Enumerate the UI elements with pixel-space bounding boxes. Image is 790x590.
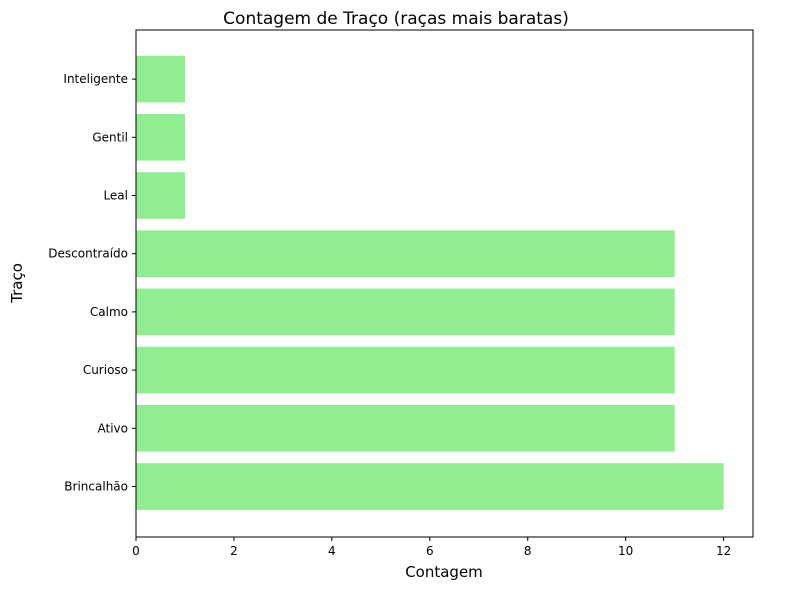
y-tick-label: Calmo: [90, 305, 128, 319]
x-tick-label: 12: [716, 544, 731, 558]
bar-3: [136, 288, 675, 336]
x-tick-label: 4: [328, 544, 336, 558]
chart-title: Contagem de Traço (raças mais baratas): [223, 9, 569, 29]
y-tick-label: Inteligente: [63, 72, 128, 86]
x-tick-label: 10: [618, 544, 633, 558]
bar-6: [136, 114, 185, 161]
y-tick-label: Descontraído: [48, 247, 128, 261]
plot-frame: [135, 29, 754, 538]
y-tick-label: Brincalhão: [64, 480, 128, 494]
y-tick-label: Ativo: [98, 421, 128, 435]
x-tick-label: 6: [426, 544, 434, 558]
bar-4: [136, 230, 675, 277]
x-tick-label: 8: [524, 544, 532, 558]
x-ticks-group: 0 2 4 6 8 10 12: [132, 537, 731, 558]
bars-group: [136, 55, 724, 510]
x-tick-label: 2: [230, 544, 238, 558]
bar-0: [136, 463, 724, 510]
x-axis-label: Contagem: [405, 563, 483, 581]
bar-2: [136, 346, 675, 394]
y-tick-label: Leal: [103, 189, 128, 203]
y-tick-label: Curioso: [83, 363, 128, 377]
bar-5: [136, 172, 185, 219]
y-ticks-group: Brincalhão Ativo Curioso Calmo Descontraído L…: [48, 72, 136, 494]
x-tick-label: 0: [132, 544, 140, 558]
y-axis-label: Traço: [8, 263, 26, 304]
bar-1: [136, 405, 675, 452]
y-tick-label: Gentil: [92, 130, 128, 144]
bar-7: [136, 55, 185, 103]
